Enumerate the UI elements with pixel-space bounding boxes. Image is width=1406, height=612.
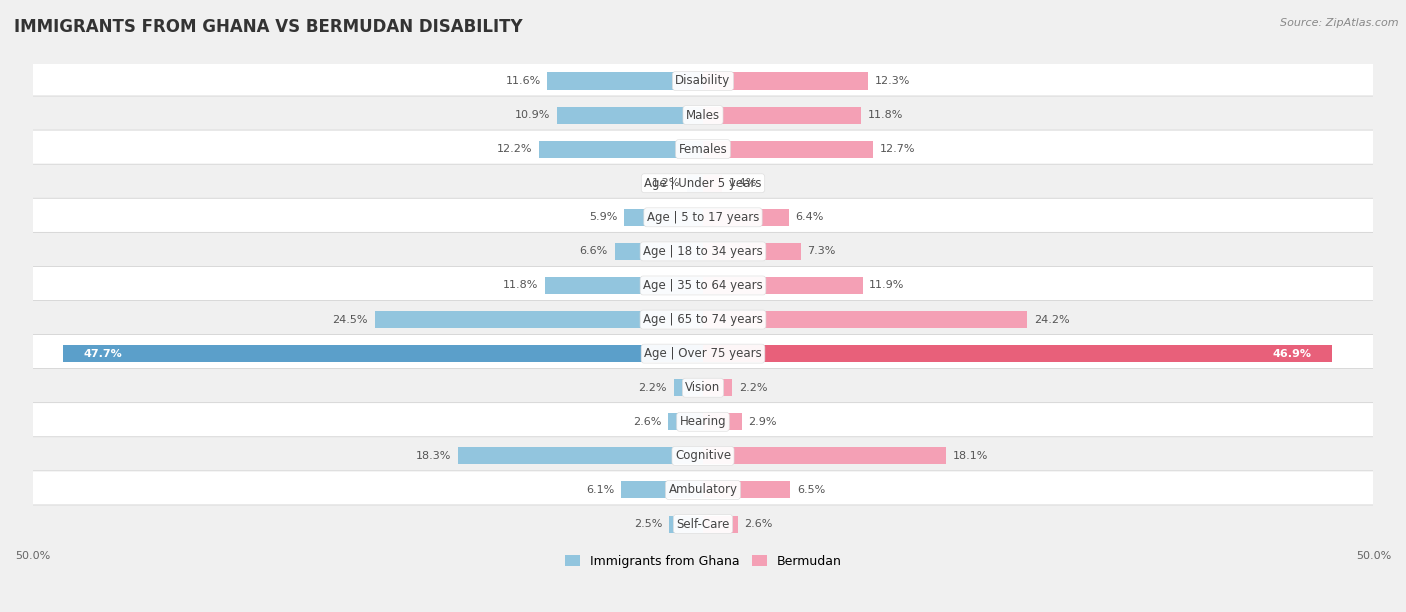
Bar (703, 174, 721, 192)
Text: 24.5%: 24.5% (332, 315, 368, 324)
Text: Age | 35 to 64 years: Age | 35 to 64 years (643, 279, 763, 292)
Bar (703, 413, 742, 430)
Bar (688, 174, 703, 192)
Bar (703, 106, 862, 124)
Text: 7.3%: 7.3% (807, 247, 837, 256)
Text: Vision: Vision (685, 381, 721, 394)
Text: 2.9%: 2.9% (748, 417, 778, 427)
Text: 11.6%: 11.6% (506, 76, 541, 86)
Text: 5.9%: 5.9% (589, 212, 617, 222)
Bar (703, 482, 790, 498)
Bar (703, 209, 789, 226)
Text: 2.6%: 2.6% (633, 417, 661, 427)
Bar (668, 413, 703, 430)
FancyBboxPatch shape (17, 437, 1389, 475)
Text: 11.8%: 11.8% (868, 110, 903, 120)
Text: IMMIGRANTS FROM GHANA VS BERMUDAN DISABILITY: IMMIGRANTS FROM GHANA VS BERMUDAN DISABI… (14, 18, 523, 36)
Text: 11.8%: 11.8% (503, 280, 538, 291)
Bar (703, 277, 862, 294)
Text: 47.7%: 47.7% (83, 349, 122, 359)
Text: Age | 5 to 17 years: Age | 5 to 17 years (647, 211, 759, 224)
Text: Age | Under 5 years: Age | Under 5 years (644, 177, 762, 190)
Text: 18.1%: 18.1% (952, 451, 988, 461)
Bar (374, 311, 703, 328)
Text: 1.2%: 1.2% (652, 178, 681, 188)
FancyBboxPatch shape (17, 62, 1389, 100)
FancyBboxPatch shape (17, 164, 1389, 203)
Bar (614, 243, 703, 260)
Text: Females: Females (679, 143, 727, 155)
Bar (557, 106, 703, 124)
FancyBboxPatch shape (17, 130, 1389, 168)
Text: 24.2%: 24.2% (1035, 315, 1070, 324)
Bar (669, 515, 703, 532)
Text: 10.9%: 10.9% (515, 110, 550, 120)
FancyBboxPatch shape (17, 403, 1389, 441)
Text: Cognitive: Cognitive (675, 449, 731, 463)
Bar (703, 379, 733, 396)
Text: 6.6%: 6.6% (579, 247, 607, 256)
Bar (544, 277, 703, 294)
Text: Males: Males (686, 108, 720, 122)
Text: 2.2%: 2.2% (740, 382, 768, 393)
FancyBboxPatch shape (17, 368, 1389, 407)
FancyBboxPatch shape (17, 198, 1389, 236)
Bar (703, 243, 801, 260)
Bar (624, 209, 703, 226)
FancyBboxPatch shape (17, 96, 1389, 134)
Text: Age | Over 75 years: Age | Over 75 years (644, 347, 762, 360)
Text: 2.5%: 2.5% (634, 519, 662, 529)
Bar (63, 345, 703, 362)
Text: Ambulatory: Ambulatory (668, 483, 738, 496)
Text: 12.2%: 12.2% (498, 144, 533, 154)
Text: 12.3%: 12.3% (875, 76, 910, 86)
Legend: Immigrants from Ghana, Bermudan: Immigrants from Ghana, Bermudan (560, 550, 846, 573)
Bar (703, 345, 1331, 362)
Text: Source: ZipAtlas.com: Source: ZipAtlas.com (1281, 18, 1399, 28)
Text: Self-Care: Self-Care (676, 518, 730, 531)
Text: 6.4%: 6.4% (796, 212, 824, 222)
Bar (457, 447, 703, 465)
Text: 46.9%: 46.9% (1272, 349, 1312, 359)
Text: 12.7%: 12.7% (880, 144, 915, 154)
Text: 2.2%: 2.2% (638, 382, 666, 393)
Bar (703, 447, 946, 465)
Bar (621, 482, 703, 498)
Text: Hearing: Hearing (679, 416, 727, 428)
Bar (703, 72, 868, 89)
FancyBboxPatch shape (17, 471, 1389, 509)
FancyBboxPatch shape (17, 335, 1389, 373)
Bar (703, 141, 873, 158)
Text: 18.3%: 18.3% (416, 451, 451, 461)
Bar (540, 141, 703, 158)
FancyBboxPatch shape (17, 505, 1389, 543)
FancyBboxPatch shape (17, 266, 1389, 305)
Text: 1.4%: 1.4% (728, 178, 756, 188)
Text: 2.6%: 2.6% (745, 519, 773, 529)
Text: 6.1%: 6.1% (586, 485, 614, 495)
Text: 11.9%: 11.9% (869, 280, 904, 291)
Bar (703, 311, 1028, 328)
Text: 6.5%: 6.5% (797, 485, 825, 495)
Text: Disability: Disability (675, 75, 731, 88)
Text: Age | 18 to 34 years: Age | 18 to 34 years (643, 245, 763, 258)
Bar (703, 515, 738, 532)
FancyBboxPatch shape (17, 233, 1389, 271)
Text: Age | 65 to 74 years: Age | 65 to 74 years (643, 313, 763, 326)
Bar (547, 72, 703, 89)
Bar (673, 379, 703, 396)
FancyBboxPatch shape (17, 300, 1389, 338)
